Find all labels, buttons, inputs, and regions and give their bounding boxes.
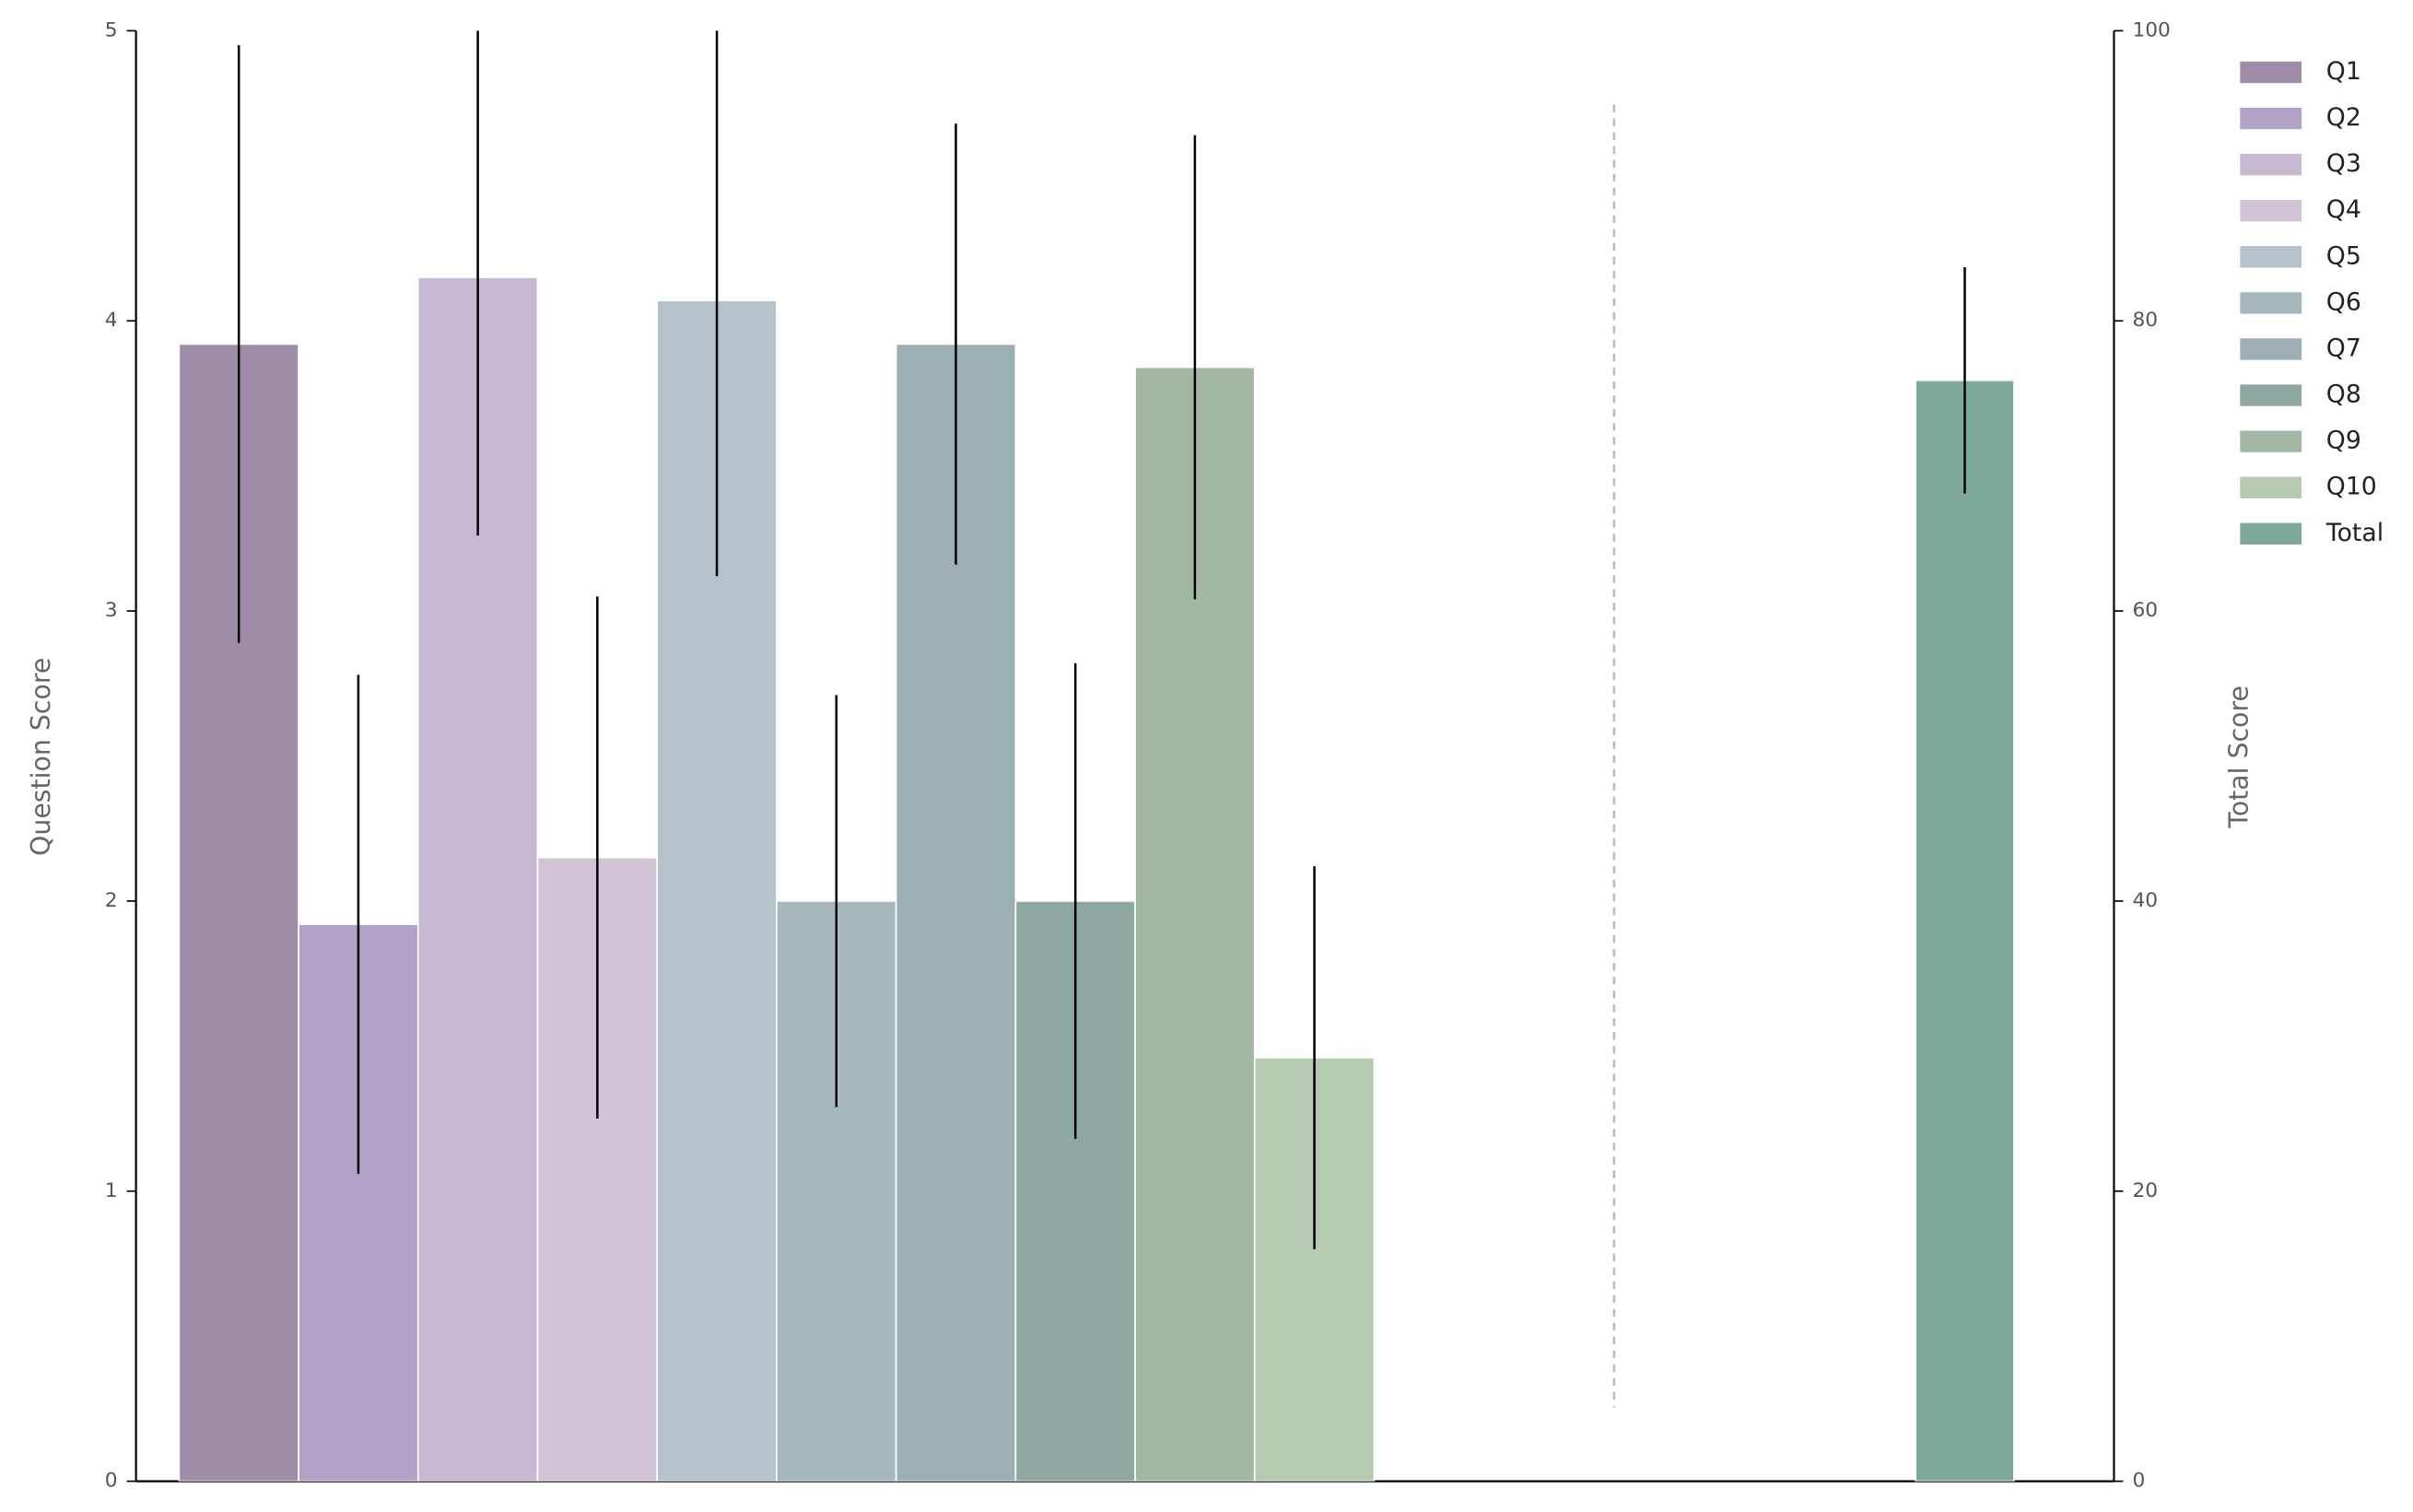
legend-swatch <box>2240 430 2302 452</box>
y2-tick-label: 100 <box>2132 18 2170 41</box>
y2-tick-label: 0 <box>2132 1470 2145 1493</box>
plot-area <box>178 30 2015 1482</box>
legend-swatch <box>2240 338 2302 360</box>
legend-label: Q9 <box>2326 427 2361 455</box>
y-tick-label: 4 <box>105 309 118 332</box>
y-tick-label: 0 <box>105 1470 118 1493</box>
legend-swatch <box>2240 61 2302 84</box>
y-tick-label: 2 <box>105 889 118 912</box>
y2-tick-label: 40 <box>2132 889 2158 912</box>
legend-swatch <box>2240 292 2302 314</box>
legend-swatch <box>2240 246 2302 268</box>
y2-axis-title: Total Score <box>2223 686 2254 829</box>
legend-swatch <box>2240 107 2302 130</box>
legend-label: Q7 <box>2326 334 2361 362</box>
legend-swatch <box>2240 476 2302 498</box>
legend-swatch <box>2240 384 2302 406</box>
legend-label: Q5 <box>2326 241 2361 270</box>
legend-label: Q1 <box>2326 57 2361 86</box>
legend-label: Total <box>2325 519 2384 547</box>
legend-swatch <box>2240 153 2302 176</box>
bar <box>1915 379 2015 1482</box>
legend-label: Q3 <box>2326 149 2361 178</box>
y2-tick-label: 60 <box>2132 599 2158 622</box>
y-tick-label: 1 <box>105 1179 118 1202</box>
legend-label: Q6 <box>2326 287 2361 316</box>
y2-tick-label: 20 <box>2132 1179 2158 1202</box>
y2-tick-label: 80 <box>2132 309 2158 332</box>
legend-label: Q2 <box>2326 103 2361 132</box>
legend-swatch <box>2240 200 2302 222</box>
legend-swatch <box>2240 522 2302 545</box>
legend-label: Q10 <box>2326 473 2377 501</box>
y-tick-label: 5 <box>105 18 118 41</box>
y-tick-label: 3 <box>105 599 118 622</box>
y-axis-title: Question Score <box>26 658 56 856</box>
legend-label: Q4 <box>2326 195 2361 224</box>
legend-label: Q8 <box>2326 381 2361 409</box>
